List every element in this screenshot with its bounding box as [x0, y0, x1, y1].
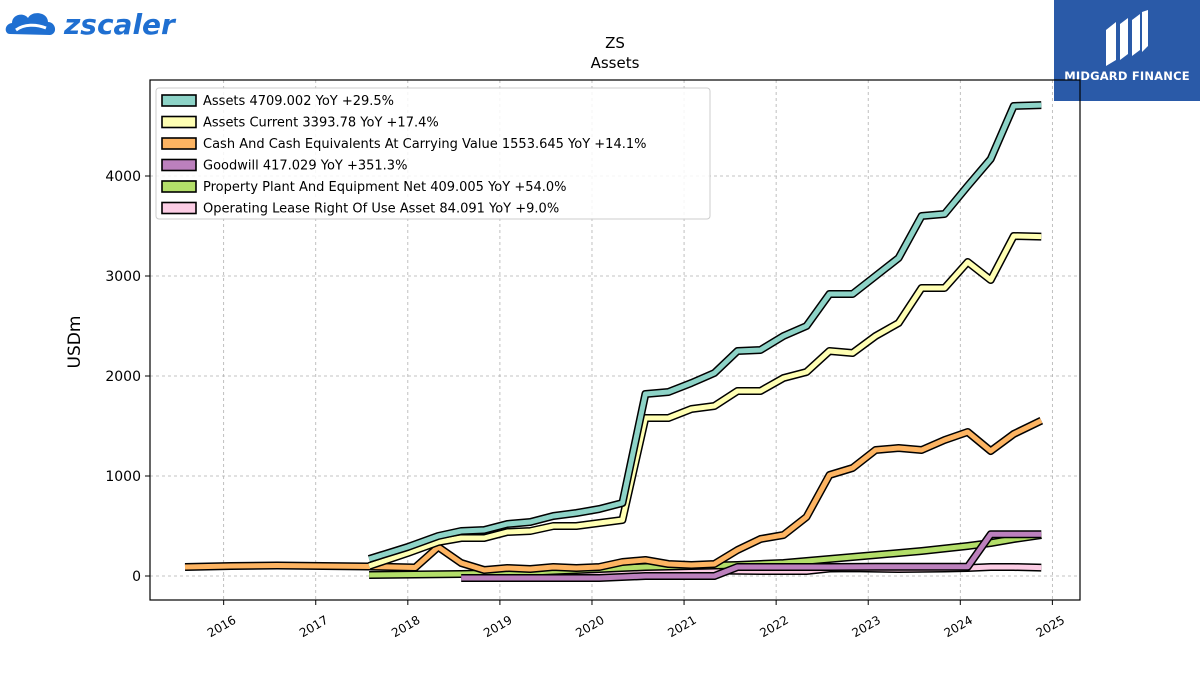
y-tick-label: 1000 — [105, 469, 141, 485]
x-tick-label: 2017 — [297, 613, 330, 640]
x-tick-label: 2016 — [205, 613, 238, 640]
legend: Assets 4709.002 YoY +29.5% Assets Current… — [155, 87, 711, 220]
series-outline — [184, 417, 1044, 574]
legend-swatch — [161, 137, 197, 150]
legend-entry: Assets 4709.002 YoY +29.5% — [203, 94, 394, 109]
legend-swatch — [161, 180, 197, 193]
legend-box — [155, 87, 711, 220]
series-line — [368, 102, 1042, 562]
y-tick-label: 0 — [132, 569, 141, 585]
x-tick-label: 2025 — [1034, 613, 1067, 640]
chart-subtitle: Assets — [591, 54, 640, 72]
series-line — [368, 233, 1042, 569]
midgard-mark-icon — [1106, 10, 1148, 66]
chart-title: ZS — [605, 34, 625, 52]
zscaler-wordmark: zscaler — [63, 8, 177, 41]
legend-swatch — [161, 115, 197, 129]
series-line — [461, 531, 1042, 581]
midgard-finance-wordmark: MIDGARD FINANCE — [1064, 69, 1190, 83]
x-tick-label: 2018 — [389, 613, 422, 640]
legend-swatch — [161, 94, 197, 107]
x-tick-label: 2019 — [481, 613, 514, 640]
y-tick-label: 3000 — [105, 269, 141, 285]
y-tick-label: 2000 — [105, 369, 141, 385]
series-4 — [461, 530, 1042, 582]
midgard-finance-logo: MIDGARD FINANCE — [1054, 0, 1200, 101]
plot-frame — [149, 79, 1081, 601]
series-line — [184, 418, 1043, 573]
legend-entry: Operating Lease Right Of Use Asset 84.09… — [203, 202, 559, 217]
legend-entry: Cash And Cash Equivalents At Carrying Va… — [203, 137, 646, 152]
x-tick-label: 2020 — [573, 613, 606, 640]
zscaler-logo: zscaler — [4, 4, 184, 44]
legend-entry: Goodwill 417.029 YoY +351.3% — [203, 159, 407, 174]
legend-entry: Property Plant And Equipment Net 409.005… — [203, 180, 567, 195]
x-tick-label: 2021 — [665, 613, 698, 640]
y-axis-label: USDm — [65, 316, 85, 369]
legend-swatch — [161, 201, 197, 215]
x-tick-label: 2024 — [942, 613, 975, 640]
x-tick-label: 2022 — [757, 613, 790, 640]
series-3 — [184, 417, 1044, 574]
zscaler-cloud-icon: zscaler — [5, 8, 177, 41]
legend-entry: Assets Current 3393.78 YoY +17.4% — [203, 116, 439, 131]
series-2 — [367, 232, 1042, 570]
y-tick-label: 4000 — [105, 169, 141, 185]
series-lines — [184, 101, 1044, 582]
x-tick-label: 2023 — [849, 613, 882, 640]
legend-swatch — [161, 158, 197, 172]
series-1 — [367, 101, 1042, 563]
